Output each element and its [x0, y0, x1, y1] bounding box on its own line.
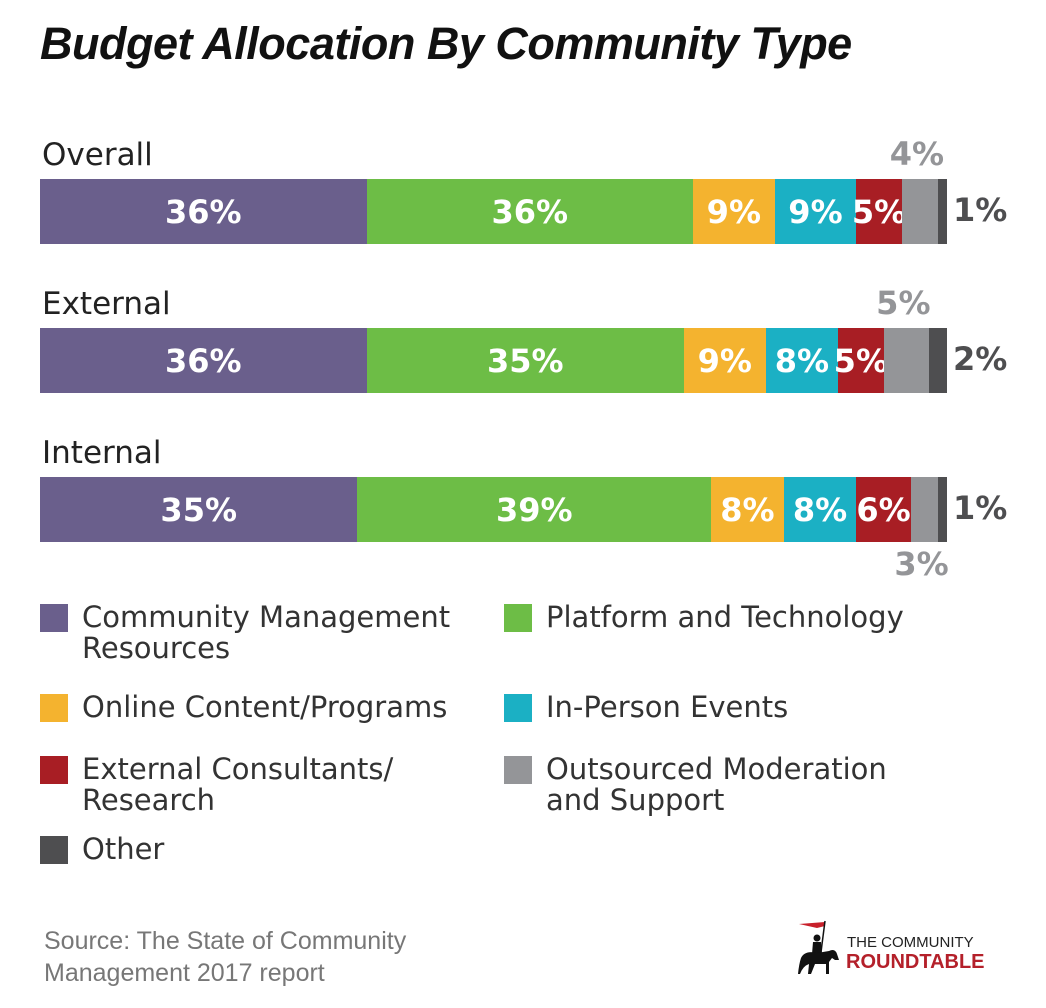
- data-label: 6%: [856, 490, 911, 529]
- legend-item: Other: [40, 834, 490, 865]
- legend-swatch: [40, 694, 68, 722]
- bar-segment: 36%: [40, 179, 367, 244]
- data-label: 8%: [792, 490, 848, 529]
- bar-segment: [937, 477, 947, 542]
- bar-segment: 39%: [357, 477, 712, 542]
- category-label: Internal: [42, 435, 162, 471]
- data-label: 9%: [788, 192, 843, 231]
- bar-segment: 5%: [852, 179, 906, 244]
- bar-internal: 35% 39% 8% 8% 6%: [40, 477, 950, 542]
- legend-label: Online Content/Programs: [82, 690, 448, 724]
- source-note: Source: The State of Community Managemen…: [44, 927, 407, 987]
- bar-segment: 36%: [366, 179, 694, 244]
- category-label: Overall: [42, 137, 153, 173]
- data-label: 36%: [164, 192, 242, 231]
- bar-segment: 9%: [774, 179, 857, 244]
- legend-item: Online Content/Programs: [40, 692, 490, 723]
- category-label: External: [42, 286, 171, 322]
- bar-segment: [883, 328, 929, 393]
- legend-swatch: [40, 836, 68, 864]
- bar-segment: [928, 328, 947, 393]
- legend-label: Platform and Technology: [546, 600, 904, 634]
- bar-segment: 8%: [711, 477, 784, 542]
- data-label: 1%: [953, 191, 1008, 229]
- bar-segment: 8%: [783, 477, 857, 542]
- bar-segment: [910, 477, 938, 542]
- legend-item: In-Person Events: [504, 692, 944, 723]
- community-roundtable-logo: THE COMMUNITY ROUNDTABLE: [795, 918, 1015, 982]
- knight-on-horse-icon: [798, 920, 839, 974]
- legend-item: Community Management Resources: [40, 602, 490, 664]
- legend-item: Outsourced Moderation and Support: [504, 754, 944, 816]
- legend-label: Community Management Resources: [82, 600, 451, 665]
- data-label: 3%: [894, 545, 949, 583]
- data-label: 2%: [953, 340, 1008, 378]
- data-label: 1%: [953, 489, 1008, 527]
- legend-swatch: [504, 756, 532, 784]
- data-label: 35%: [486, 341, 564, 380]
- bar-segment: 6%: [856, 477, 911, 542]
- data-label: 9%: [706, 192, 761, 231]
- legend-item: Platform and Technology: [504, 602, 944, 633]
- data-label: 8%: [774, 341, 830, 380]
- bar-segment: 9%: [683, 328, 766, 393]
- bar-segment: [901, 179, 938, 244]
- data-label: 8%: [720, 490, 775, 529]
- legend-label: Other: [82, 832, 165, 866]
- data-label: 5%: [876, 284, 931, 322]
- bar-segment: [937, 179, 947, 244]
- legend-label: External Consultants/ Research: [82, 752, 394, 817]
- bar-segment: 36%: [40, 328, 367, 393]
- bar-external: 36% 35% 9% 8% 5%: [40, 328, 950, 393]
- data-label: 9%: [697, 341, 752, 380]
- legend-item: External Consultants/ Research: [40, 754, 490, 816]
- logo-text-line1: THE COMMUNITY: [847, 934, 974, 951]
- legend-label: Outsourced Moderation and Support: [546, 752, 887, 817]
- data-label: 39%: [496, 490, 573, 529]
- bar-overall: 36% 36% 9% 9% 5%: [40, 179, 950, 244]
- bar-segment: 9%: [693, 179, 775, 244]
- legend-label: In-Person Events: [546, 690, 789, 724]
- data-label: 4%: [889, 135, 945, 173]
- bar-segment: 35%: [40, 477, 358, 542]
- chart-title: Budget Allocation By Community Type: [40, 18, 852, 69]
- data-label: 5%: [851, 192, 907, 231]
- legend-swatch: [40, 604, 68, 632]
- data-label: 5%: [833, 341, 888, 380]
- legend-swatch: [40, 756, 68, 784]
- logo-text-line2: ROUNDTABLE: [846, 951, 985, 973]
- data-label: 36%: [491, 192, 569, 231]
- data-label: 35%: [160, 490, 238, 529]
- legend-swatch: [504, 694, 532, 722]
- bar-segment: 35%: [366, 328, 684, 393]
- legend-swatch: [504, 604, 532, 632]
- bar-segment: 8%: [765, 328, 839, 393]
- data-label: 36%: [164, 341, 242, 380]
- bar-segment: 5%: [834, 328, 888, 393]
